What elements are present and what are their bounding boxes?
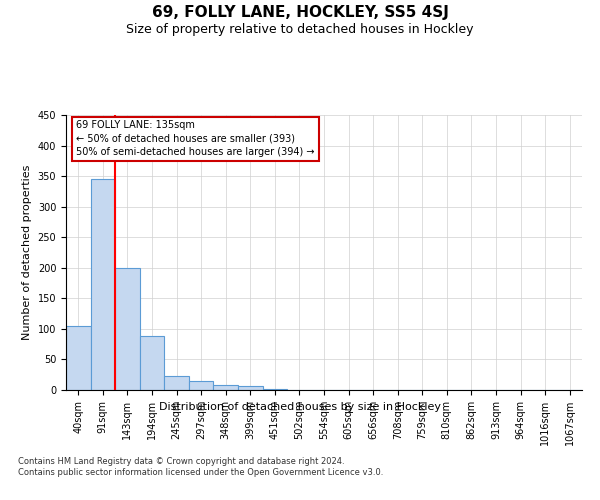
Bar [214, 385, 238, 390]
Text: Contains HM Land Registry data © Crown copyright and database right 2024.
Contai: Contains HM Land Registry data © Crown c… [18, 458, 383, 477]
Bar [189, 382, 214, 390]
Bar [91, 179, 115, 390]
Bar [238, 386, 263, 390]
Text: Size of property relative to detached houses in Hockley: Size of property relative to detached ho… [126, 22, 474, 36]
Text: 69, FOLLY LANE, HOCKLEY, SS5 4SJ: 69, FOLLY LANE, HOCKLEY, SS5 4SJ [152, 5, 448, 20]
Bar [140, 336, 164, 390]
Text: 69 FOLLY LANE: 135sqm
← 50% of detached houses are smaller (393)
50% of semi-det: 69 FOLLY LANE: 135sqm ← 50% of detached … [76, 120, 315, 157]
Bar [263, 389, 287, 390]
Y-axis label: Number of detached properties: Number of detached properties [22, 165, 32, 340]
Bar [115, 268, 140, 390]
Bar [164, 376, 189, 390]
Text: Distribution of detached houses by size in Hockley: Distribution of detached houses by size … [159, 402, 441, 412]
Bar [66, 326, 91, 390]
